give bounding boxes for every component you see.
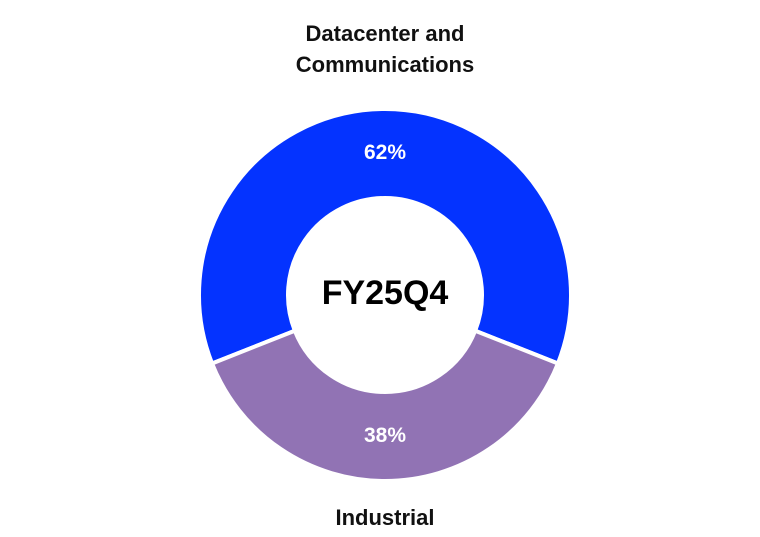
center-label: FY25Q4 <box>322 274 449 312</box>
segment-label-industrial: Industrial <box>335 505 434 530</box>
data-label-datacenter-communications: 62% <box>364 141 406 164</box>
slice-datacenter-communications <box>197 106 573 366</box>
slice-industrial <box>210 328 560 483</box>
data-label-industrial: 38% <box>364 424 406 447</box>
segment-label-datacenter-communications: Datacenter and Communications <box>296 21 474 77</box>
donut-slices: 62% 38% <box>197 106 573 483</box>
